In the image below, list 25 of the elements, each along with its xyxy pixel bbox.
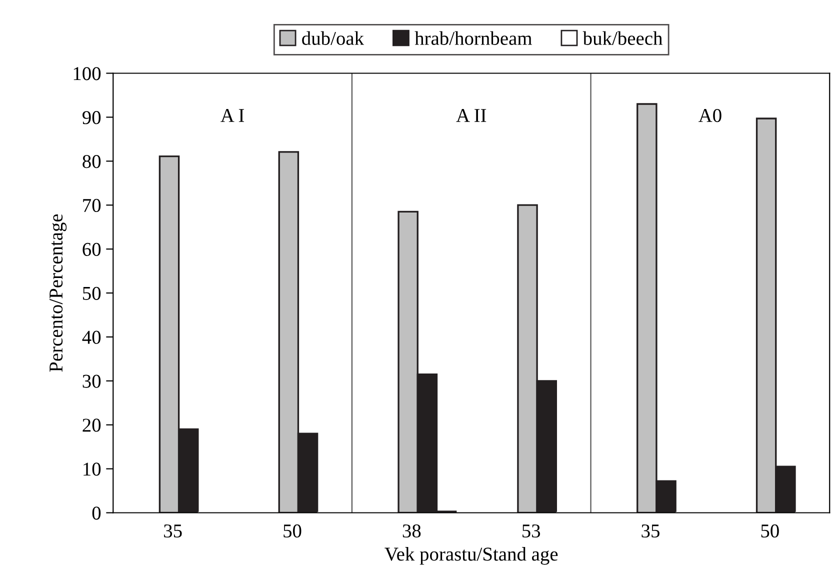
y-tick-label: 20 [82,418,101,432]
y-tick-label: 50 [83,286,101,300]
y-tick-label: 100 [74,67,101,80]
annotation: A I [220,109,244,122]
y-tick-label: 30 [82,374,101,388]
x-axis-title: Vek porastu/Stand age [384,547,558,565]
x-tick-label: 35 [164,524,182,538]
x-tick-label: 38 [402,524,421,538]
y-tick-label: 10 [84,462,101,476]
legend-label: hrab/hornbeam [414,31,532,45]
legend-label: dub/oak [302,31,364,45]
x-tick-label: 50 [284,524,302,538]
y-tick-label: 70 [83,198,101,212]
annotation: A0 [698,108,722,122]
x-tick-label: 53 [522,524,540,538]
y-tick-label: 80 [82,154,101,168]
x-tick-label: 50 [761,524,779,538]
x-tick-label: 35 [642,524,660,538]
y-tick-label: 60 [82,242,101,256]
y-axis-title: Percento/Percentage [50,214,67,372]
y-tick-label: 0 [92,506,101,520]
annotation: A II [456,109,486,122]
y-tick-label: 40 [82,330,101,344]
legend-label: buk/beech [582,31,662,45]
y-tick-label: 90 [82,111,101,124]
